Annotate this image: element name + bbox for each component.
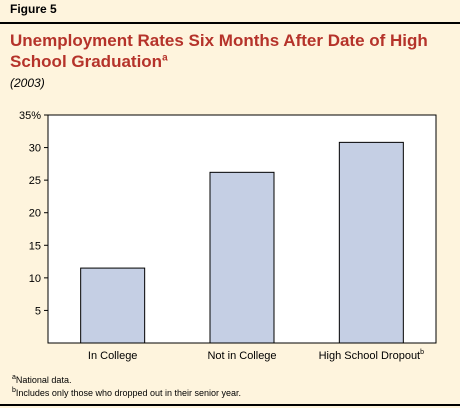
y-tick-label: 35% <box>19 110 41 122</box>
footnote-b: bIncludes only those who dropped out in … <box>12 387 241 398</box>
y-tick-label: 20 <box>29 208 41 220</box>
y-tick-label: 30 <box>29 143 41 155</box>
chart-subtitle: (2003) <box>10 76 45 90</box>
bar-high-school-dropout <box>338 141 404 344</box>
bars <box>80 141 404 344</box>
bar-in-college <box>80 267 146 344</box>
x-tick-note-marker: b <box>420 349 424 356</box>
footnote-b-marker: b <box>12 387 16 394</box>
chart-title-text: Unemployment Rates Six Months After Date… <box>10 31 428 71</box>
footnote-b-text: Includes only those who dropped out in t… <box>15 388 242 398</box>
bottom-rule <box>0 404 460 406</box>
x-tick-label: Not in College <box>207 350 276 362</box>
y-tick-label: 5 <box>35 305 41 317</box>
x-tick-label: In College <box>88 350 138 362</box>
y-axis-ticks: 5 10 15 20 25 30 35% <box>19 110 48 317</box>
y-tick-label: 10 <box>29 273 41 285</box>
y-tick-label: 25 <box>29 175 41 187</box>
footnote-a-marker: a <box>12 374 16 381</box>
x-axis-labels: In College Not in College High School Drop… <box>88 349 424 362</box>
title-note-marker: a <box>162 52 168 64</box>
figure-label: Figure 5 <box>10 2 57 16</box>
footnote-a: aNational data. <box>12 374 71 385</box>
footnote-a-text: National data. <box>15 375 72 385</box>
top-rule <box>0 22 460 24</box>
y-tick-label: 15 <box>29 240 41 252</box>
chart-title: Unemployment Rates Six Months After Date… <box>10 30 450 72</box>
x-tick-label: High School Dropoutb <box>319 349 425 362</box>
bar-not-in-college <box>209 171 275 344</box>
